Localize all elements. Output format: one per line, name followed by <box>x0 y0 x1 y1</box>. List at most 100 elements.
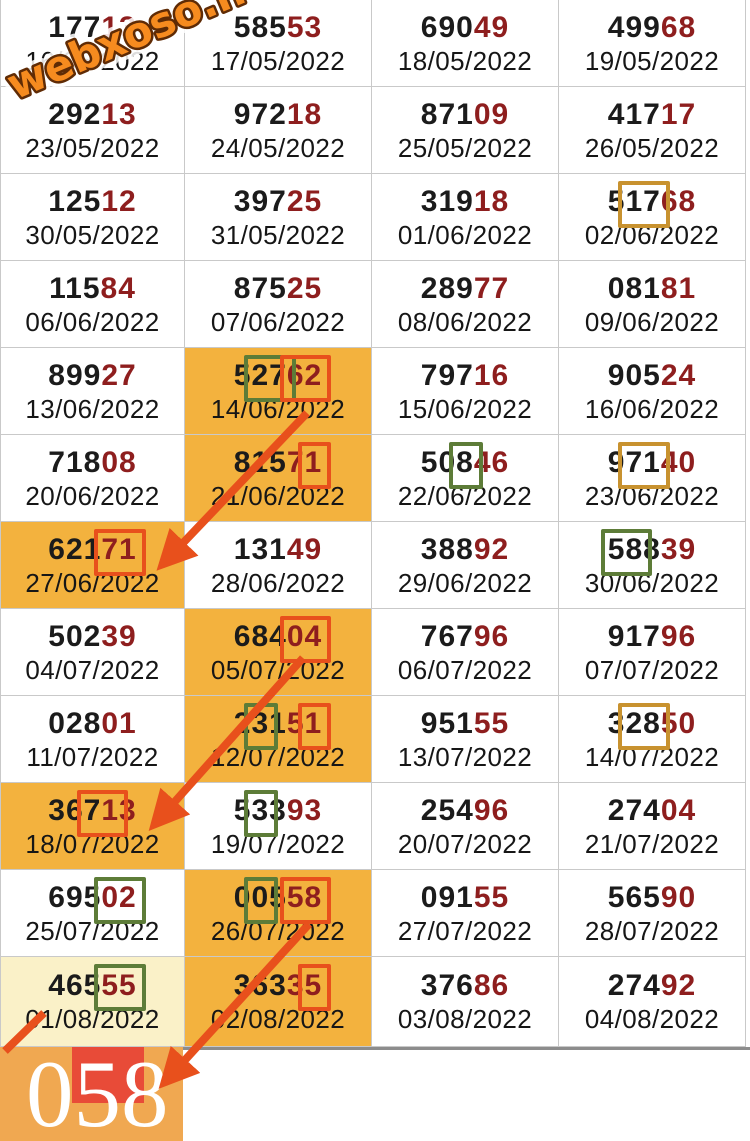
result-cell: 68404 05/07/2022 <box>185 609 372 696</box>
result-cell: 25496 20/07/2022 <box>372 783 559 870</box>
number-head-digits: 517 <box>607 184 661 218</box>
draw-number: 38892 <box>420 532 509 566</box>
number-tail-digits: 08 <box>101 445 137 479</box>
result-cell: 52762 14/06/2022 <box>185 348 372 435</box>
draw-number: 79716 <box>420 358 509 392</box>
number-tail-digits: 92 <box>660 969 697 1002</box>
result-cell: 17713 16/05/2022 <box>1 0 185 87</box>
result-cell: 27404 21/07/2022 <box>559 783 746 870</box>
result-cell: 89927 13/06/2022 <box>1 348 185 435</box>
draw-number: 46555 <box>48 970 136 1002</box>
number-head-digits: 367 <box>48 793 102 827</box>
draw-number: 29213 <box>48 97 136 131</box>
draw-number: 27492 <box>608 970 696 1002</box>
number-tail-digits: 13 <box>101 10 137 44</box>
result-number: 058 <box>26 1041 169 1141</box>
draw-date: 08/06/2022 <box>397 306 533 337</box>
number-tail-digits: 81 <box>660 271 697 305</box>
number-head-digits: 972 <box>233 97 287 131</box>
result-cell: 91796 07/07/2022 <box>559 609 746 696</box>
result-cell: 58553 17/05/2022 <box>185 0 372 87</box>
number-tail-digits: 68 <box>660 10 697 44</box>
result-cell: 00558 26/07/2022 <box>185 870 372 957</box>
gold-digit-marker-box <box>618 703 670 750</box>
draw-number: 27404 <box>608 793 697 827</box>
draw-date: 04/07/2022 <box>25 654 160 685</box>
draw-date: 11/07/2022 <box>26 741 159 772</box>
result-cell: 49968 19/05/2022 <box>559 0 746 87</box>
result-cell: 50846 22/06/2022 <box>372 435 559 522</box>
number-head-digits: 319 <box>420 184 474 218</box>
result-cell: 02801 11/07/2022 <box>1 696 185 783</box>
red-digit-marker-box <box>279 616 332 663</box>
number-tail-digits: 77 <box>473 271 510 305</box>
draw-number: 49968 <box>607 10 697 44</box>
number-head-digits: 292 <box>48 97 102 131</box>
green-digit-marker-box <box>94 877 146 924</box>
draw-number: 12512 <box>48 184 136 218</box>
draw-date: 03/08/2022 <box>397 1004 533 1034</box>
result-cell: 13149 28/06/2022 <box>185 522 372 609</box>
draw-date: 15/06/2022 <box>397 393 533 424</box>
number-head-digits: 875 <box>233 271 287 305</box>
draw-number: 56590 <box>608 881 696 914</box>
draw-number: 50239 <box>48 619 137 653</box>
number-head-digits: 815 <box>233 445 287 479</box>
green-digit-marker-box <box>449 442 483 489</box>
number-head-digits: 091 <box>420 880 474 914</box>
draw-date: 04/08/2022 <box>584 1004 720 1034</box>
number-head-digits: 254 <box>420 793 474 827</box>
draw-number: 41717 <box>608 98 696 131</box>
number-head-digits: 690 <box>420 10 474 44</box>
draw-number: 62171 <box>48 532 137 566</box>
number-head-digits: 585 <box>233 10 287 44</box>
number-tail-digits: 39 <box>101 619 137 653</box>
red-digit-marker-box <box>297 703 332 750</box>
number-head-digits: 125 <box>48 184 102 218</box>
draw-number: 97218 <box>233 97 322 131</box>
draw-number: 95155 <box>420 706 509 740</box>
result-cell: 58839 30/06/2022 <box>559 522 746 609</box>
number-tail-digits: 27 <box>101 358 137 392</box>
result-cell: 36713 18/07/2022 <box>1 783 185 870</box>
result-highlight-square <box>72 1047 144 1103</box>
draw-number: 87109 <box>421 98 509 131</box>
number-head-digits: 363 <box>233 969 287 1002</box>
number-head-digits: 502 <box>48 619 102 653</box>
number-head-digits: 797 <box>420 358 474 392</box>
number-tail-digits: 04 <box>660 793 697 827</box>
draw-date: 29/06/2022 <box>397 567 533 598</box>
result-cell: 50239 04/07/2022 <box>1 609 185 696</box>
red-digit-marker-box <box>76 790 129 837</box>
draw-number: 89927 <box>48 358 137 392</box>
red-digit-marker-box <box>279 355 332 402</box>
draw-date: 24/05/2022 <box>210 132 346 163</box>
red-digit-marker-box <box>297 442 332 489</box>
result-cell: 23151 12/07/2022 <box>185 696 372 783</box>
results-table: 17713 16/05/2022 58553 17/05/2022 69049 18/05… <box>0 0 746 1047</box>
draw-number: 76796 <box>421 619 510 653</box>
result-cell: 28977 08/06/2022 <box>372 261 559 348</box>
number-tail-digits: 96 <box>473 619 510 653</box>
draw-number: 32850 <box>607 706 696 740</box>
number-tail-digits: 71 <box>101 532 137 566</box>
draw-date: 13/06/2022 <box>25 393 160 424</box>
red-digit-marker-box <box>297 964 332 1011</box>
number-head-digits: 499 <box>607 10 661 44</box>
number-head-digits: 388 <box>420 532 474 566</box>
number-tail-digits: 55 <box>473 880 510 914</box>
table-bottom-rule <box>183 1047 750 1050</box>
number-head-digits: 328 <box>607 706 661 740</box>
number-head-digits: 951 <box>420 706 474 740</box>
draw-date: 19/05/2022 <box>584 45 720 76</box>
draw-number: 28977 <box>421 271 510 305</box>
draw-date: 16/06/2022 <box>584 393 720 424</box>
draw-date: 18/05/2022 <box>397 45 533 76</box>
draw-date: 21/07/2022 <box>584 828 720 859</box>
result-cell: 31918 01/06/2022 <box>372 174 559 261</box>
gold-digit-marker-box <box>618 442 670 489</box>
draw-number: 91796 <box>608 620 696 653</box>
result-cell: 95155 13/07/2022 <box>372 696 559 783</box>
number-head-digits: 397 <box>233 184 287 218</box>
number-tail-digits: 86 <box>473 969 510 1002</box>
